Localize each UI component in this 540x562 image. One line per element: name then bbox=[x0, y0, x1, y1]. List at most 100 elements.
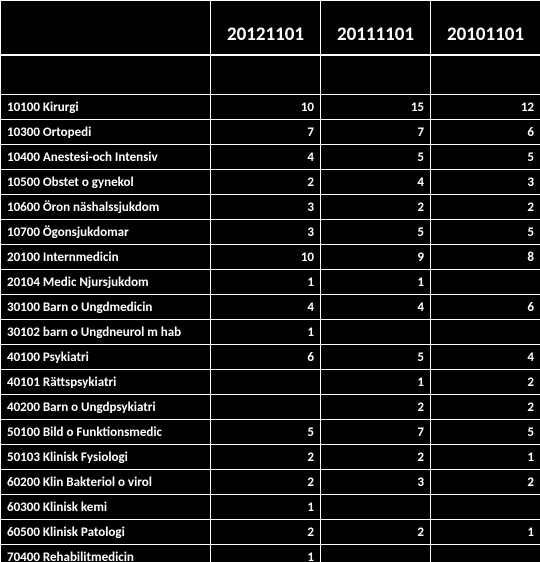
header-blank-cell bbox=[1, 17, 211, 55]
row-value-2 bbox=[321, 320, 431, 345]
row-value-1: 1 bbox=[211, 270, 321, 295]
header-col-2: 20111101 bbox=[321, 17, 431, 55]
table-row: 10700 Ögonsjukdomar355 bbox=[1, 220, 540, 245]
row-value-2: 5 bbox=[321, 220, 431, 245]
row-value-3: 6 bbox=[431, 295, 540, 320]
row-label: 10100 Kirurgi bbox=[1, 95, 211, 120]
row-value-3: 8 bbox=[431, 245, 540, 270]
row-value-1 bbox=[211, 370, 321, 395]
row-value-2: 5 bbox=[321, 145, 431, 170]
row-label: 60300 Klinisk kemi bbox=[1, 495, 211, 520]
row-value-2: 5 bbox=[321, 345, 431, 370]
table-body: 10100 Kirurgi10151210300 Ortopedi7761040… bbox=[1, 55, 540, 562]
header-col-3: 20101101 bbox=[431, 17, 540, 55]
table-row: 20104 Medic Njursjukdom11 bbox=[1, 270, 540, 295]
table-row: 50100 Bild o Funktionsmedic575 bbox=[1, 420, 540, 445]
row-value-2: 1 bbox=[321, 370, 431, 395]
row-value-3: 2 bbox=[431, 470, 540, 495]
row-value-2: 2 bbox=[321, 445, 431, 470]
table-row: 70400 Rehabilitmedicin1 bbox=[1, 545, 540, 562]
row-value-3: 1 bbox=[431, 520, 540, 545]
table-row: 10400 Anestesi-och Intensiv455 bbox=[1, 145, 540, 170]
row-label: 30102 barn o Ungdneurol m hab bbox=[1, 320, 211, 345]
row-label: 10500 Obstet o gynekol bbox=[1, 170, 211, 195]
row-value-1: 7 bbox=[211, 120, 321, 145]
row-value-1: 1 bbox=[211, 545, 321, 562]
table-row: 10600 Öron näshalssjukdom322 bbox=[1, 195, 540, 220]
row-value-2 bbox=[321, 545, 431, 562]
row-value-1 bbox=[211, 395, 321, 420]
row-label: 20100 Internmedicin bbox=[1, 245, 211, 270]
row-value-1: 3 bbox=[211, 220, 321, 245]
row-value-1: 6 bbox=[211, 345, 321, 370]
row-value-2: 4 bbox=[321, 170, 431, 195]
row-label: 20104 Medic Njursjukdom bbox=[1, 270, 211, 295]
row-value-1: 2 bbox=[211, 445, 321, 470]
row-value-2: 2 bbox=[321, 195, 431, 220]
row-label: 40200 Barn o Ungdpsykiatri bbox=[1, 395, 211, 420]
row-value-1: 2 bbox=[211, 520, 321, 545]
row-value-1: 4 bbox=[211, 145, 321, 170]
row-label: 50100 Bild o Funktionsmedic bbox=[1, 420, 211, 445]
row-value-3: 2 bbox=[431, 195, 540, 220]
row-value-2: 15 bbox=[321, 95, 431, 120]
row-label: 10400 Anestesi-och Intensiv bbox=[1, 145, 211, 170]
row-label: 40100 Psykiatri bbox=[1, 345, 211, 370]
row-value-2: 7 bbox=[321, 120, 431, 145]
table-row: 40101 Rättspsykiatri 12 bbox=[1, 370, 540, 395]
row-value-3 bbox=[431, 495, 540, 520]
row-label: 60200 Klin Bakteriol o virol bbox=[1, 470, 211, 495]
row-value-2: 1 bbox=[321, 270, 431, 295]
row-value-1: 10 bbox=[211, 95, 321, 120]
row-value-1: 1 bbox=[211, 495, 321, 520]
table-row: 60300 Klinisk kemi1 bbox=[1, 495, 540, 520]
row-label: 10700 Ögonsjukdomar bbox=[1, 220, 211, 245]
row-value-3: 4 bbox=[431, 345, 540, 370]
row-value-3: 1 bbox=[431, 445, 540, 470]
table-row: 10100 Kirurgi101512 bbox=[1, 95, 540, 120]
row-value-2: 9 bbox=[321, 245, 431, 270]
row-value-2: 7 bbox=[321, 420, 431, 445]
table-row: 10300 Ortopedi776 bbox=[1, 120, 540, 145]
row-value-2: 2 bbox=[321, 520, 431, 545]
table-row: 40200 Barn o Ungdpsykiatri 22 bbox=[1, 395, 540, 420]
row-value-1: 1 bbox=[211, 320, 321, 345]
row-value-1: 5 bbox=[211, 420, 321, 445]
row-value-1: 10 bbox=[211, 245, 321, 270]
table-row: 60200 Klin Bakteriol o virol232 bbox=[1, 470, 540, 495]
row-value-3: 2 bbox=[431, 395, 540, 420]
row-label: 40101 Rättspsykiatri bbox=[1, 370, 211, 395]
row-label: 60500 Klinisk Patologi bbox=[1, 520, 211, 545]
data-table: 20121101 20111101 20101101 10100 Kirurgi… bbox=[0, 0, 540, 562]
table-row: 10500 Obstet o gynekol243 bbox=[1, 170, 540, 195]
row-label: 30100 Barn o Ungdmedicin bbox=[1, 295, 211, 320]
row-value-3: 5 bbox=[431, 420, 540, 445]
header-col-1: 20121101 bbox=[211, 17, 321, 55]
row-value-3: 3 bbox=[431, 170, 540, 195]
row-value-2: 2 bbox=[321, 395, 431, 420]
row-value-3: 2 bbox=[431, 370, 540, 395]
spacer-row bbox=[1, 55, 540, 95]
row-value-1: 2 bbox=[211, 170, 321, 195]
table-row: 30102 barn o Ungdneurol m hab1 bbox=[1, 320, 540, 345]
table-header: 20121101 20111101 20101101 bbox=[1, 1, 540, 56]
row-value-3: 5 bbox=[431, 220, 540, 245]
table-row: 20100 Internmedicin1098 bbox=[1, 245, 540, 270]
row-value-3 bbox=[431, 320, 540, 345]
row-label: 70400 Rehabilitmedicin bbox=[1, 545, 211, 562]
row-value-1: 3 bbox=[211, 195, 321, 220]
table-row: 40100 Psykiatri654 bbox=[1, 345, 540, 370]
row-value-3: 6 bbox=[431, 120, 540, 145]
table-row: 50103 Klinisk Fysiologi221 bbox=[1, 445, 540, 470]
row-label: 10300 Ortopedi bbox=[1, 120, 211, 145]
row-value-1: 4 bbox=[211, 295, 321, 320]
table-row: 60500 Klinisk Patologi221 bbox=[1, 520, 540, 545]
row-value-3 bbox=[431, 545, 540, 562]
row-value-3 bbox=[431, 270, 540, 295]
row-value-2 bbox=[321, 495, 431, 520]
row-value-1: 2 bbox=[211, 470, 321, 495]
table-row: 30100 Barn o Ungdmedicin446 bbox=[1, 295, 540, 320]
row-label: 10600 Öron näshalssjukdom bbox=[1, 195, 211, 220]
row-value-3: 5 bbox=[431, 145, 540, 170]
row-value-2: 3 bbox=[321, 470, 431, 495]
